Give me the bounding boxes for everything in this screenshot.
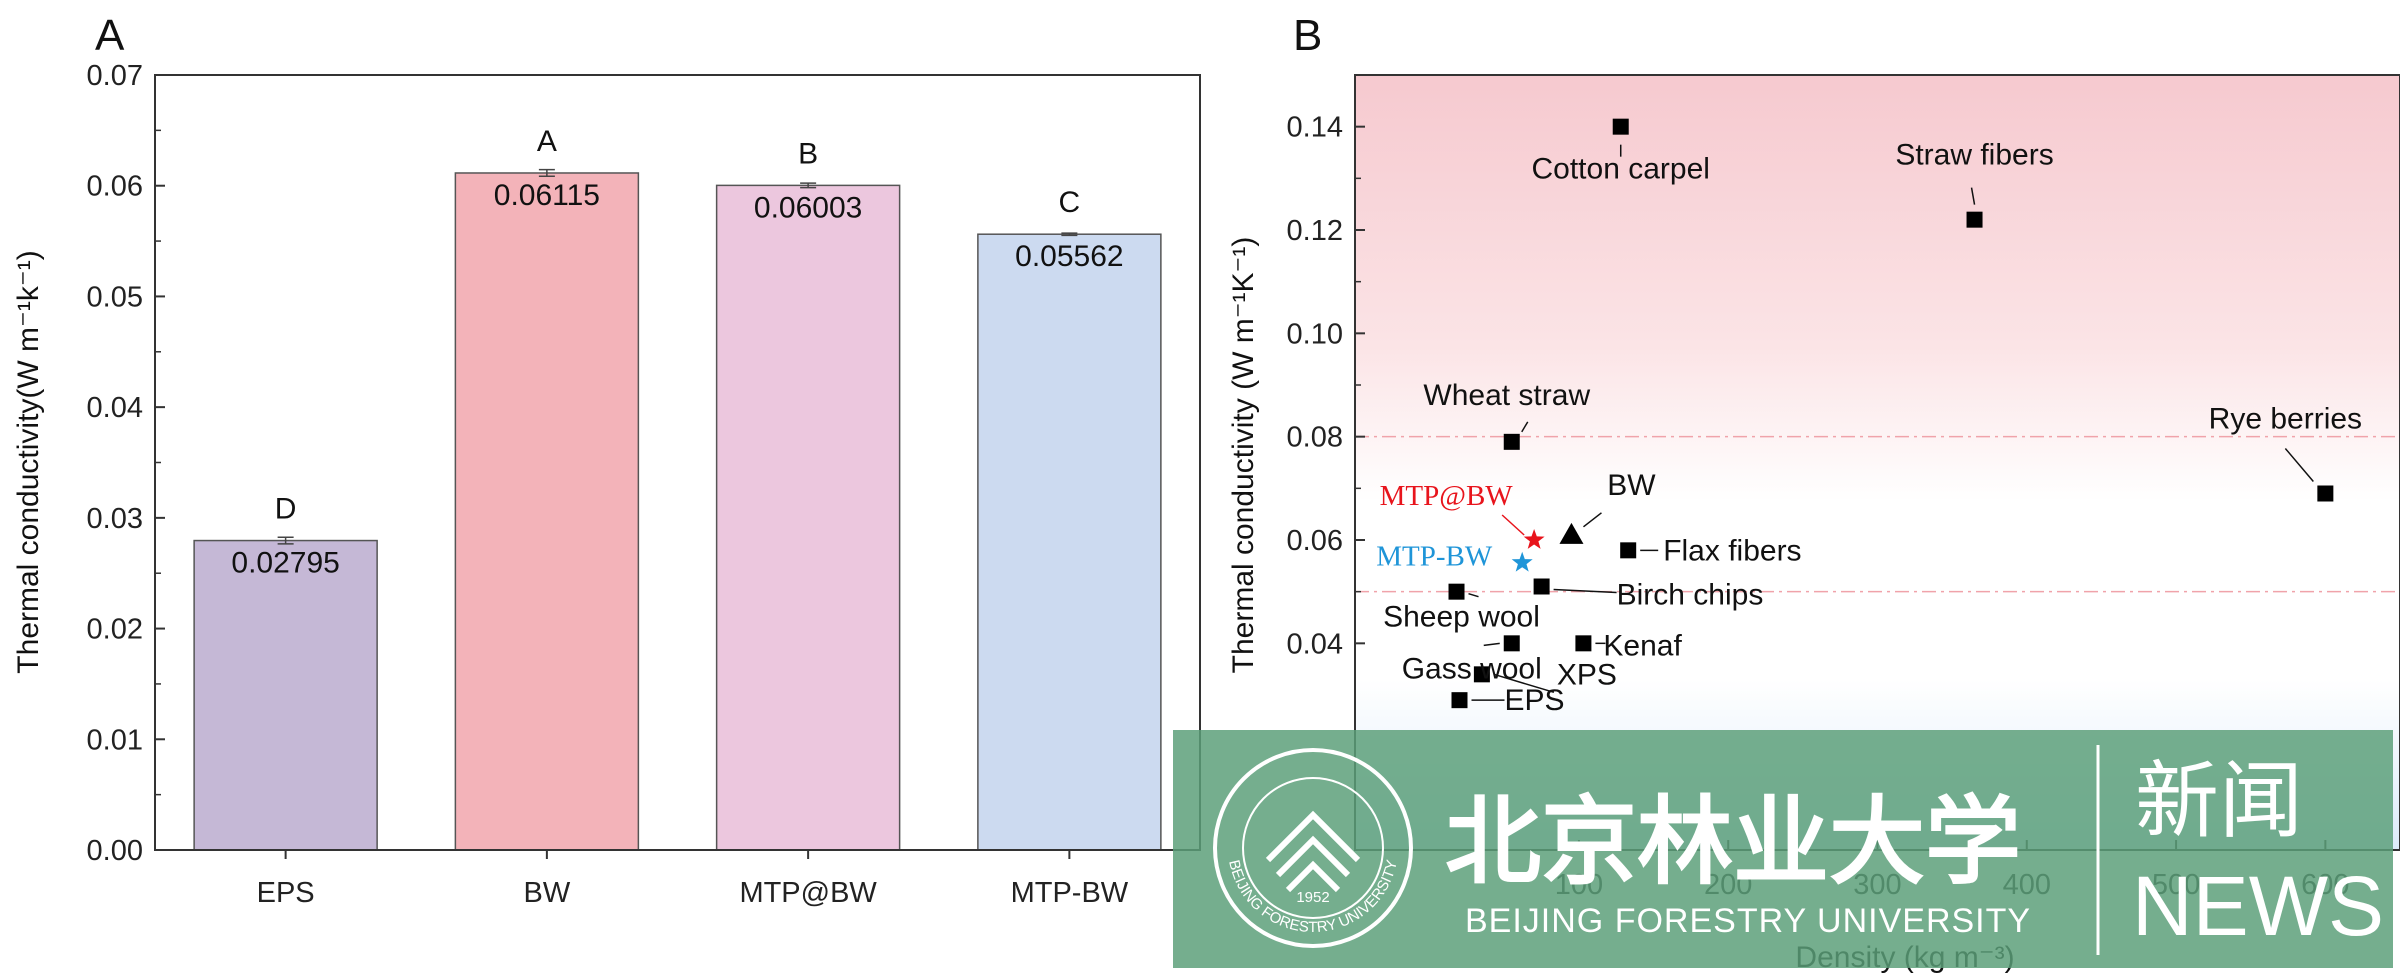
point-cotton-carpel — [1612, 118, 1629, 135]
y-tick-label: 0.04 — [1287, 628, 1343, 660]
significance-letter: A — [537, 125, 557, 158]
point-rye-berries — [2317, 485, 2334, 502]
leader-line — [1483, 642, 1500, 647]
significance-letter: C — [1059, 186, 1081, 219]
panel-b-reference-lines — [1355, 435, 2400, 593]
panel-a-label: A — [95, 11, 125, 60]
leader-line — [1583, 512, 1602, 528]
leader-line — [1493, 673, 1555, 694]
point-straw-fibers — [1966, 211, 1983, 228]
point-wheat-straw — [1503, 433, 1520, 450]
watermark-english-name: BEIJING FORESTRY UNIVERSITY — [1465, 902, 2031, 940]
point-label-birch-chips: Birch chips — [1617, 579, 1764, 612]
x-tick-label: BW — [524, 877, 571, 909]
bar-value-label: 0.02795 — [231, 547, 339, 580]
panel-b-y-axis-label: Thermal conductivity (W m⁻¹K⁻¹) — [1227, 237, 1260, 674]
panel-b-points — [1448, 118, 2334, 709]
watermark-news-en: NEWS — [2132, 859, 2384, 953]
x-tick-label: MTP-BW — [1011, 877, 1129, 909]
point-mtp-bw — [1511, 551, 1533, 572]
point-label-kenaf: Kenaf — [1603, 629, 1682, 662]
point-label-mtp-bw: MTP@BW — [1380, 480, 1514, 512]
leader-line — [1553, 588, 1617, 594]
y-tick-label: 0.06 — [87, 171, 143, 203]
significance-letter: B — [798, 137, 818, 170]
point-bw — [1559, 522, 1584, 544]
y-tick-label: 0.06 — [1287, 525, 1343, 557]
bar-eps — [193, 539, 378, 851]
point-gass-wool — [1503, 635, 1520, 652]
y-tick-label: 0.14 — [1287, 112, 1343, 144]
point-label-eps: EPS — [1505, 684, 1565, 717]
point-mtp-bw — [1523, 529, 1545, 549]
point-label-wheat-straw: Wheat straw — [1423, 379, 1590, 412]
point-label-gass-wool: Gass wool — [1402, 652, 1542, 685]
y-tick-label: 0.05 — [87, 281, 143, 313]
y-tick-label: 0.00 — [87, 835, 143, 867]
y-tick-label: 0.02 — [87, 614, 143, 646]
panel-b-point-labels: Cotton carpel Straw fibers Wheat straw Rye … — [1376, 139, 2362, 718]
leader-line — [1468, 592, 1479, 598]
panel-b-y-ticks: 0.04 0.06 0.08 0.10 0.12 0.14 — [1287, 112, 1365, 660]
watermark-banner: BEIJING FORESTRY UNIVERSITY 1952 北京林业大学 … — [1173, 730, 2393, 968]
leader-line — [1521, 421, 1529, 433]
point-label-bw: BW — [1607, 469, 1656, 502]
panel-b: B 0.040.060.080.100.120.14 1002003004005… — [1227, 11, 2400, 974]
point-label-mtp-bw: MTP-BW — [1376, 541, 1493, 573]
y-tick-label: 0.10 — [1287, 318, 1343, 350]
point-label-rye-berries: Rye berries — [2209, 403, 2362, 436]
panel-a-y-axis-label: Thermal conductivity(W m⁻¹k⁻¹) — [12, 250, 45, 673]
bar-bw — [454, 172, 640, 851]
point-flax-fibers — [1620, 542, 1637, 559]
panel-a-x-ticks: EPS BW MTP@BW MTP-BW — [257, 850, 1129, 909]
point-label-xps: XPS — [1557, 658, 1617, 691]
panel-b-label: B — [1293, 11, 1322, 60]
watermark-chinese-name: 北京林业大学 — [1445, 785, 2021, 898]
x-tick-label: MTP@BW — [739, 877, 877, 909]
y-tick-label: 0.01 — [87, 724, 143, 756]
y-tick-label: 0.03 — [87, 503, 143, 535]
point-label-sheep-wool: Sheep wool — [1383, 601, 1540, 634]
panel-a-bars: 0.02795 D 0.06115 A 0.06003 B 0.05562 C — [193, 125, 1162, 851]
leader-line — [1501, 514, 1525, 536]
point-sheep-wool — [1448, 583, 1465, 600]
significance-letter: D — [275, 493, 297, 526]
point-label-straw-fibers: Straw fibers — [1895, 139, 2053, 172]
y-tick-label: 0.07 — [87, 60, 143, 92]
point-kenaf — [1575, 635, 1592, 652]
watermark-news-cn: 新闻 — [2135, 754, 2303, 848]
y-tick-label: 0.12 — [1287, 215, 1343, 247]
bar-mtp-bw — [977, 233, 1162, 851]
bar-value-label: 0.06115 — [494, 179, 600, 212]
watermark-background — [1173, 730, 2393, 968]
bar-mtp@bw — [715, 184, 901, 851]
leader-line — [1970, 187, 1976, 205]
leader-line — [2284, 448, 2314, 482]
panel-a-y-ticks: 0.00 0.01 0.02 0.03 0.04 0.05 0.06 0.07 — [87, 60, 165, 867]
y-tick-label: 0.04 — [87, 392, 143, 424]
y-tick-label: 0.08 — [1287, 422, 1343, 454]
point-xps — [1473, 666, 1490, 683]
bar-value-label: 0.06003 — [754, 191, 862, 224]
seal-year: 1952 — [1296, 889, 1329, 906]
panel-b-background — [1355, 75, 2400, 850]
bar-value-label: 0.05562 — [1015, 240, 1123, 273]
x-tick-label: EPS — [257, 877, 315, 909]
point-eps — [1451, 692, 1468, 709]
point-birch-chips — [1533, 578, 1550, 595]
point-label-flax-fibers: Flax fibers — [1663, 534, 1801, 567]
point-label-cotton-carpel: Cotton carpel — [1532, 153, 1710, 186]
